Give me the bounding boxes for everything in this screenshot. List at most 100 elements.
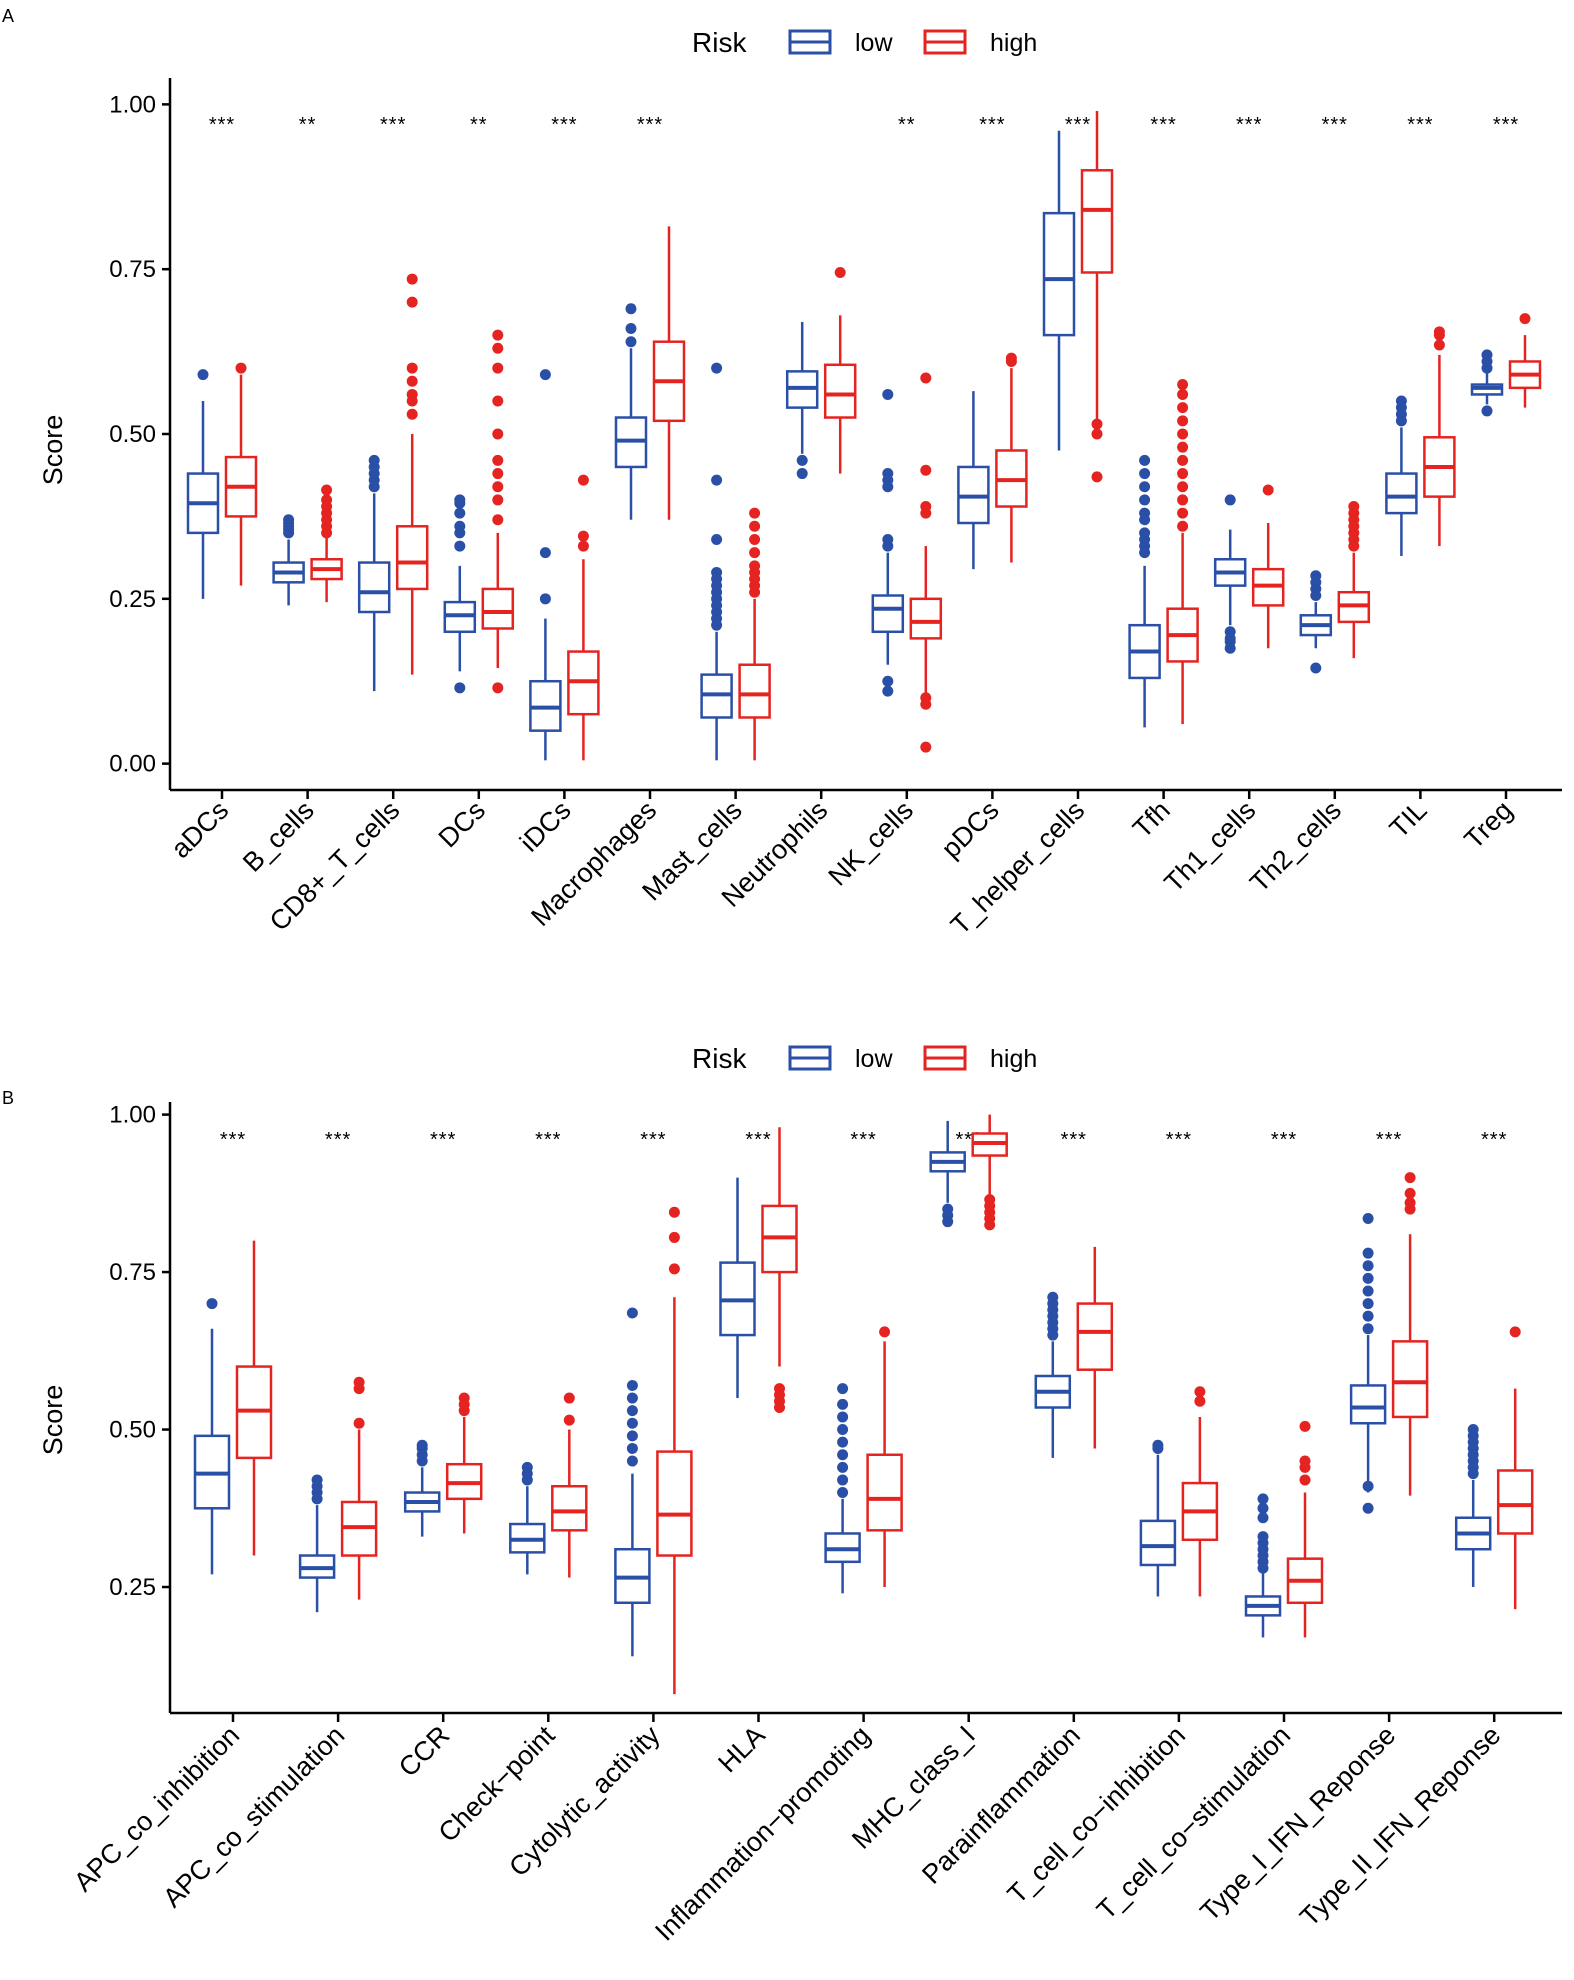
x-tick-label: Type_I_IFN_Reponse [1194,1720,1401,1927]
outlier-point-low [711,362,723,374]
outlier-point-low [539,547,551,559]
outlier-point-high [920,692,932,704]
outlier-point-high [1091,471,1103,483]
x-tick-label: iDCs [514,795,577,858]
outlier-point-high [749,560,761,572]
outlier-point-low [1139,468,1151,480]
outlier-point-low [311,1474,323,1486]
y-tick-label: 0.00 [109,751,156,778]
significance-label: *** [1322,114,1348,136]
outlier-point-low [539,369,551,381]
significance-label: *** [535,1129,561,1151]
outlier-point-high [984,1194,996,1206]
outlier-point-low [837,1383,849,1395]
x-tick-label: Inflammation−promoting [649,1720,876,1947]
legend-high-label-b: high [990,1045,1037,1073]
significance-label: *** [1150,114,1176,136]
x-tick-label: Type_II_IFN_Reponse [1294,1720,1506,1932]
box-low [871,594,905,634]
outlier-point-high [492,514,504,526]
outlier-point-high [834,266,846,278]
outlier-point-low [1362,1285,1374,1297]
outlier-point-high [492,362,504,374]
outlier-point-high [1519,313,1531,325]
outlier-point-low [942,1203,954,1215]
box-high [481,587,515,630]
significance-label: *** [380,114,406,136]
significance-label: *** [1271,1129,1297,1151]
outlier-point-low [626,1417,638,1429]
outlier-point-low [626,1455,638,1467]
significance-label: *** [430,1129,456,1151]
x-tick-label: NK_cells [822,795,919,892]
outlier-point-high [1177,468,1189,480]
outlier-point-low [1310,662,1322,674]
x-tick-label: DCs [433,795,491,853]
outlier-point-low [626,1392,638,1404]
outlier-point-high [1433,326,1445,338]
significance-label: *** [325,1129,351,1151]
outlier-point-low [626,1379,638,1391]
outlier-point-low [454,507,466,519]
outlier-point-high [321,494,333,506]
x-tick-label: Th2_cells [1244,795,1347,898]
outlier-point-low [206,1298,218,1310]
significance-label: *** [1061,1129,1087,1151]
outlier-point-high [1091,418,1103,430]
outlier-point-low [625,323,637,335]
outlier-point-low [1362,1323,1374,1335]
outlier-point-high [577,540,589,552]
outlier-point-low [1362,1502,1374,1514]
outlier-point-low [1139,527,1151,539]
x-tick-label: APC_co_stimulation [157,1720,350,1913]
outlier-point-low [837,1487,849,1499]
y-axis-title-b: Score [38,1385,68,1456]
significance-label: *** [551,114,577,136]
outlier-point-low [197,369,209,381]
outlier-point-low [625,303,637,315]
x-tick-label: Th1_cells [1159,795,1262,898]
x-tick-label: Treg [1458,795,1518,855]
outlier-point-low [1362,1298,1374,1310]
outlier-point-high [749,547,761,559]
box-high [823,363,857,419]
outlier-point-high [1404,1187,1416,1199]
outlier-point-low [796,468,808,480]
outlier-point-high [668,1206,680,1218]
outlier-point-low [711,566,723,578]
outlier-point-high [492,494,504,506]
outlier-point-low [521,1461,533,1473]
outlier-point-high [406,296,418,308]
significance-label: *** [1493,114,1519,136]
box-low [1042,211,1076,337]
outlier-point-high [749,507,761,519]
box-high [1496,1469,1534,1535]
outlier-point-low [1362,1213,1374,1225]
y-tick-label: 0.50 [109,421,156,448]
outlier-point-high [353,1417,365,1429]
outlier-point-high [920,372,932,384]
outlier-point-high [1177,388,1189,400]
panel-label-a: A [2,6,14,26]
outlier-point-high [492,342,504,354]
outlier-point-low [1362,1310,1374,1322]
box-high [1391,1340,1429,1419]
box-high [909,597,943,640]
outlier-point-high [492,395,504,407]
outlier-point-low [1257,1493,1269,1505]
outlier-point-high [1177,494,1189,506]
outlier-point-low [796,454,808,466]
significance-label: ** [299,114,317,136]
outlier-point-low [626,1307,638,1319]
outlier-point-low [626,1442,638,1454]
panel-b: B Risk low high Score 0.25 0.50 0.75 1.00 AP… [2,1043,1562,1947]
significance-label: ** [470,114,488,136]
outlier-point-high [406,375,418,387]
outlier-point-high [1005,352,1017,364]
legend-a: Risk low high [692,27,1037,58]
y-tick-label: 0.25 [109,1574,156,1601]
outlier-point-high [321,484,333,496]
outlier-point-high [1348,501,1360,513]
outlier-point-high [1299,1420,1311,1432]
outlier-point-low [1257,1512,1269,1524]
